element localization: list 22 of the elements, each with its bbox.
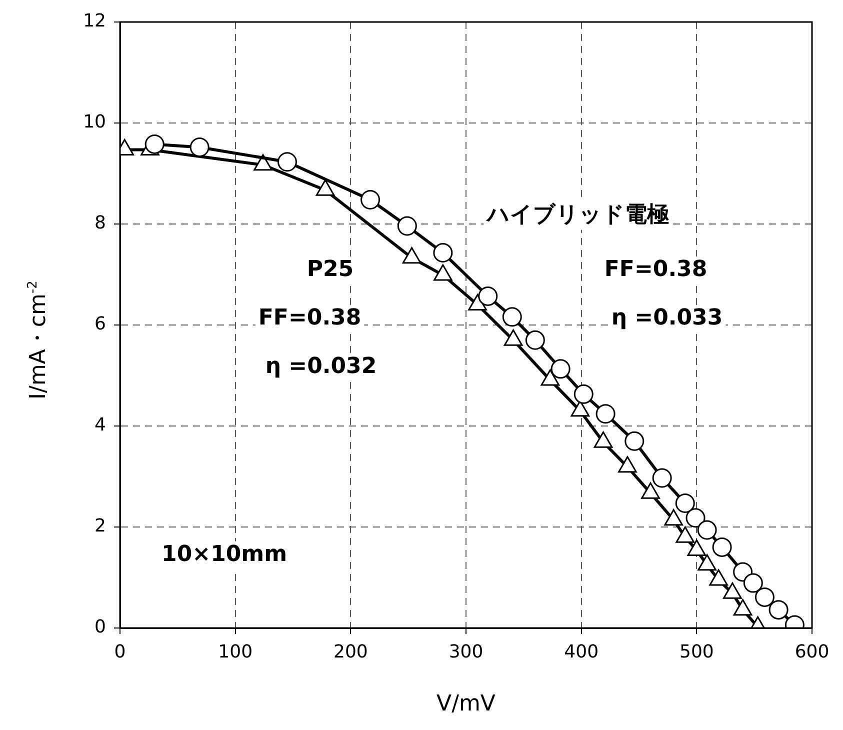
- annotation: η =0.032: [265, 354, 377, 380]
- annotation: ハイブリッド電極: [484, 202, 669, 228]
- annotation: 10×10mm: [162, 542, 288, 567]
- x-axis-title: V/mV: [436, 692, 496, 717]
- y-tick-label: 2: [94, 516, 106, 537]
- y-tick-label: 4: [94, 414, 106, 436]
- annotation: P25: [306, 257, 354, 282]
- annotation: η =0.033: [611, 306, 723, 331]
- annotation: FF=0.38: [604, 257, 708, 282]
- y-tick-label: 0: [94, 616, 106, 638]
- y-tick-label: 6: [94, 314, 106, 335]
- annotation: FF=0.38: [258, 306, 362, 331]
- y-tick-label: 10: [83, 112, 106, 133]
- x-tick-label: 400: [564, 641, 599, 662]
- x-tick-label: 600: [794, 641, 830, 662]
- y-tick-label: 8: [94, 212, 106, 234]
- x-tick-label: 0: [114, 641, 126, 662]
- y-tick-label: 12: [83, 10, 106, 32]
- x-tick-label: 500: [679, 641, 714, 662]
- x-tick-label: 200: [333, 641, 368, 662]
- x-tick-label: 100: [218, 641, 253, 662]
- x-tick-label: 300: [448, 641, 484, 662]
